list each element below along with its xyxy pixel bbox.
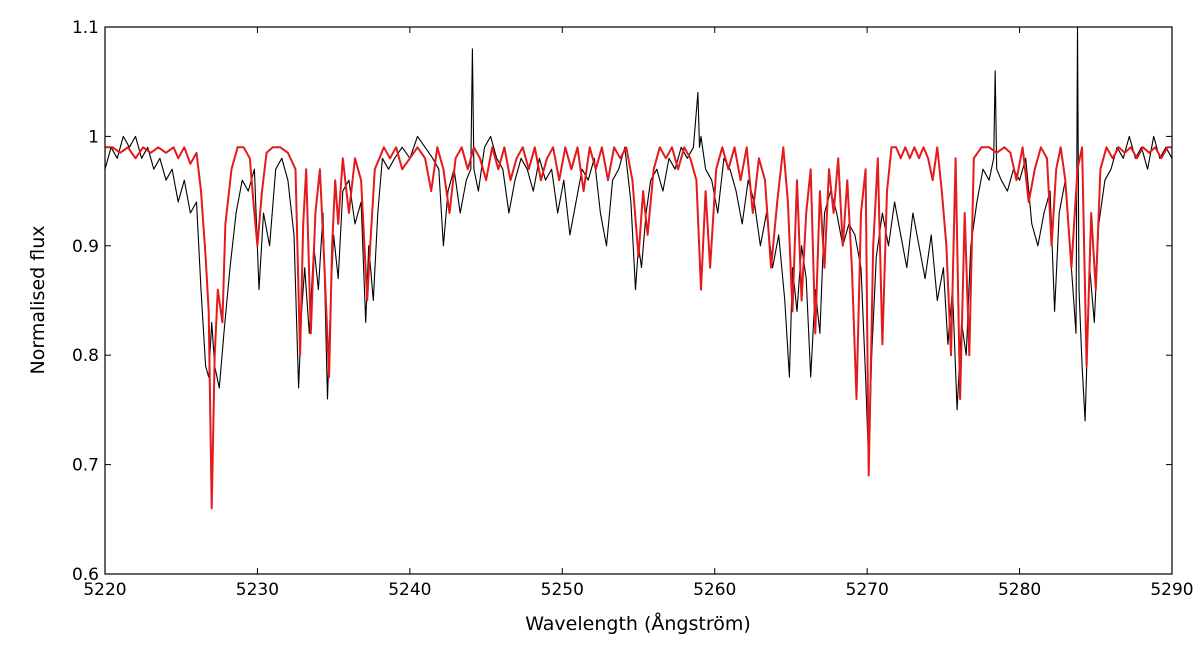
y-axis-title: Normalised flux — [27, 226, 49, 375]
y-tick-label: 0.6 — [72, 565, 99, 585]
x-tick-label: 5240 — [388, 580, 431, 600]
x-tick-label: 5260 — [693, 580, 736, 600]
x-tick-label: 5270 — [846, 580, 889, 600]
x-tick-label: 5250 — [541, 580, 584, 600]
y-tick-label: 0.8 — [72, 346, 99, 366]
x-tick-label: 5230 — [236, 580, 279, 600]
x-axis-title: Wavelength (Ångström) — [525, 612, 751, 635]
tick-layer: 5220 5230 5240 5250 5260 5270 5280 5290 0.6 0.7 0.… — [72, 18, 1194, 600]
y-tick-label: 1 — [88, 127, 99, 147]
x-tick-label: 5220 — [83, 580, 126, 600]
plot-frame — [104, 26, 1173, 575]
series-layer — [105, 27, 1172, 510]
x-tick-label: 5280 — [998, 580, 1041, 600]
y-tick-label: 0.9 — [72, 237, 99, 257]
series-line-1 — [105, 146, 1172, 510]
x-tick-label: 5290 — [1150, 580, 1193, 600]
y-tick-label: 1.1 — [72, 18, 99, 38]
y-tick-label: 0.7 — [72, 456, 99, 476]
